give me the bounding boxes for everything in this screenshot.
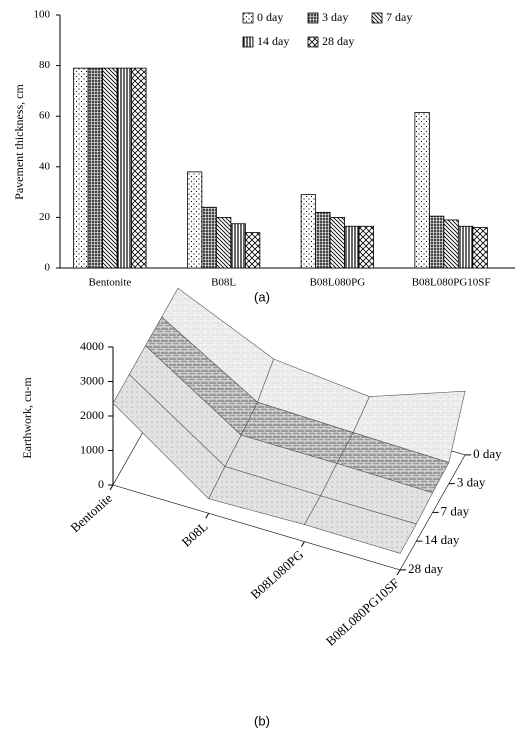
x-tick-label: B08L080PG10SF [412, 277, 491, 289]
y-axis-title: Pavement thickness, cm [12, 84, 26, 200]
bar [73, 67, 89, 269]
legend-swatch [307, 36, 319, 48]
bar [300, 194, 317, 269]
z-tick-label: 4000 [80, 339, 104, 353]
bar [428, 215, 445, 269]
x-tick-label: Bentonite [67, 490, 115, 535]
bar [457, 225, 474, 269]
surface-cell [303, 495, 417, 554]
caption: (a) [254, 289, 270, 304]
x-tick-label: B08L080PG [248, 547, 307, 602]
depth-label: 3 day [457, 475, 486, 490]
caption: (b) [254, 713, 270, 728]
legend-swatch [242, 12, 254, 24]
bar [315, 211, 331, 269]
bar [230, 223, 246, 269]
z-tick-label: 0 [98, 477, 104, 491]
bar [87, 67, 104, 269]
depth-label: 7 day [441, 503, 470, 518]
y-tick-label: 40 [39, 160, 51, 172]
legend-swatch [307, 12, 319, 24]
y-tick-label: 0 [45, 262, 51, 274]
x-tick-label: B08L [211, 277, 236, 289]
x-tick-label: B08L080PG10SF [323, 575, 402, 649]
legend-label: 0 day [257, 10, 283, 24]
bar [102, 67, 118, 269]
bar [215, 216, 232, 269]
z-axis-title: Earthwork, cu-m [20, 377, 34, 459]
bar [116, 67, 133, 269]
bar [329, 216, 346, 269]
bar [358, 225, 375, 269]
bar [186, 171, 203, 269]
y-tick-label: 60 [39, 110, 51, 122]
x-tick-label: Bentonite [88, 277, 131, 289]
bar [344, 225, 360, 269]
bar [131, 67, 147, 269]
x-tick [300, 541, 305, 547]
bar [201, 206, 217, 269]
bar [244, 232, 261, 269]
bar [472, 227, 488, 269]
x-tick [109, 484, 114, 491]
bar [414, 112, 430, 269]
y-tick-label: 20 [39, 211, 51, 223]
depth-label: 14 day [424, 532, 460, 547]
legend-label: 7 day [386, 10, 412, 24]
x-tick [205, 513, 210, 519]
legend-swatch [242, 36, 254, 48]
y-tick-label: 100 [34, 9, 51, 21]
legend-label: 14 day [257, 34, 289, 48]
legend-label: 28 day [322, 34, 354, 48]
z-tick-label: 2000 [80, 408, 104, 422]
bar [443, 219, 459, 269]
x-tick [396, 569, 401, 576]
x-tick-label: B08L [179, 519, 211, 550]
z-tick-label: 3000 [80, 373, 104, 387]
z-tick-label: 1000 [80, 442, 104, 456]
legend-label: 3 day [322, 10, 348, 24]
legend-swatch [371, 12, 383, 24]
x-tick-label: B08L080PG [310, 277, 366, 289]
y-tick-label: 80 [39, 59, 51, 71]
depth-label: 28 day [408, 561, 444, 576]
depth-label: 0 day [473, 446, 502, 461]
